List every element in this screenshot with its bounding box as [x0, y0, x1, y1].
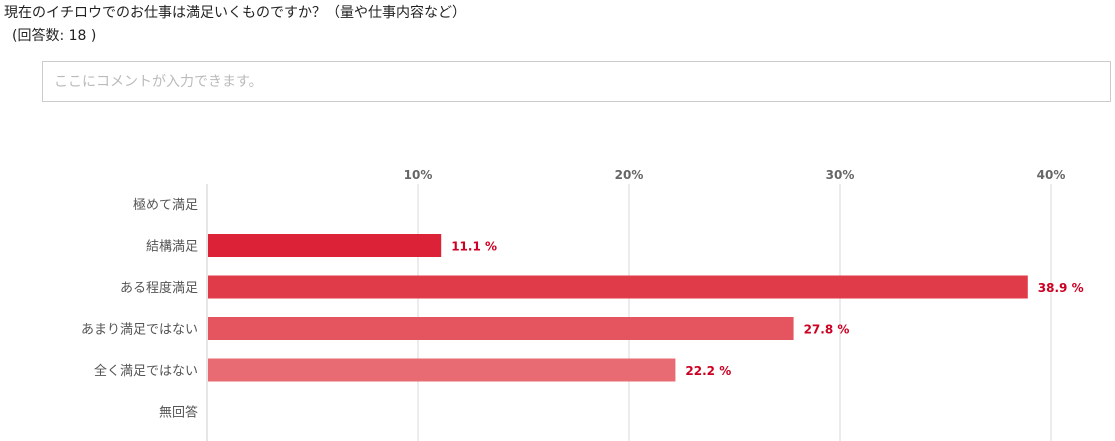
- x-tick-label: 10%: [404, 168, 433, 182]
- bar: [208, 234, 442, 257]
- value-label: 22.2 %: [685, 364, 731, 378]
- category-label: 結構満足: [146, 240, 198, 255]
- value-label: 38.9 %: [1038, 281, 1084, 295]
- x-tick-label: 20%: [615, 168, 644, 182]
- x-tick-label: 40%: [1037, 168, 1066, 182]
- response-count: (回答数: 18 ): [12, 28, 97, 44]
- value-labels: 11.1 % 38.9 % 27.8 % 22.2 %: [451, 240, 1083, 379]
- category-label: 無回答: [159, 405, 198, 421]
- category-label: あまり満足ではない: [81, 323, 198, 338]
- bar: [208, 358, 676, 382]
- comment-input[interactable]: [42, 61, 1111, 102]
- grid-lines: [417, 184, 1052, 441]
- x-axis-ticks: 10% 20% 30% 40%: [404, 168, 1066, 182]
- question-title: 現在のイチロウでのお仕事は満足いくものですか？（量や仕事内容など）: [4, 5, 466, 21]
- bar: [208, 275, 1028, 299]
- value-label: 27.8 %: [804, 323, 850, 337]
- bar: [208, 317, 794, 340]
- category-label: 極めて満足: [133, 197, 198, 213]
- value-label: 11.1 %: [451, 240, 497, 254]
- bars: [208, 234, 1028, 382]
- x-tick-label: 30%: [826, 168, 855, 182]
- category-label: 全く満足ではない: [94, 363, 198, 379]
- category-label: ある程度満足: [120, 280, 198, 296]
